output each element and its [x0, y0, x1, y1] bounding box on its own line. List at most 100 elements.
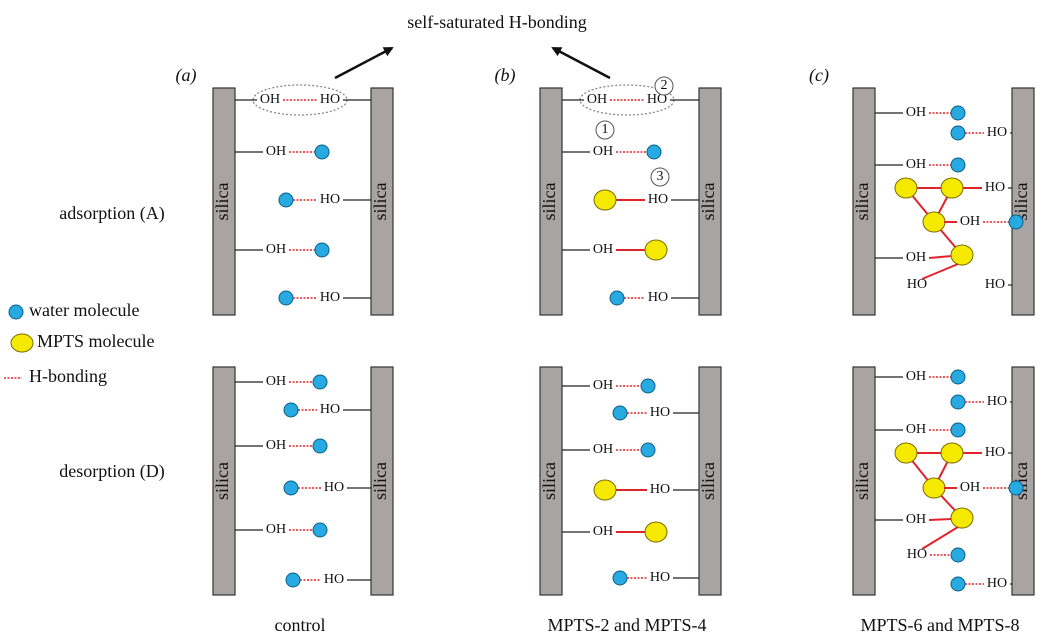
mpts-molecule [594, 480, 616, 500]
water-molecule [1009, 215, 1023, 229]
group-label: OH [593, 242, 613, 257]
group-label: OH [587, 92, 607, 107]
water-molecule [1009, 481, 1023, 495]
group-label: HO [650, 482, 670, 497]
mpts-molecule [923, 212, 945, 232]
group-label: OH [593, 378, 613, 393]
legend-water [9, 305, 23, 319]
group-label: OH [906, 512, 926, 527]
water-molecule [951, 577, 965, 591]
covalent-bond [922, 264, 958, 279]
water-molecule [951, 370, 965, 384]
water-molecule [951, 423, 965, 437]
group-label: HO [648, 290, 668, 305]
mpts-molecule [923, 478, 945, 498]
water-molecule [284, 403, 298, 417]
group-label: HO [985, 277, 1005, 292]
group-label: HO [320, 92, 340, 107]
water-molecule [313, 523, 327, 537]
group-label: HO [648, 192, 668, 207]
mpts-molecule [941, 443, 963, 463]
diagram: self-saturated H-bonding adsorption (A) … [0, 0, 1057, 637]
silica-label: silica [212, 183, 232, 221]
group-label: HO [987, 394, 1007, 409]
group-label: HO [987, 576, 1007, 591]
title: self-saturated H-bonding [407, 12, 586, 32]
group-label: HO [324, 572, 344, 587]
silica-label: silica [539, 462, 559, 500]
water-molecule [613, 571, 627, 585]
water-molecule [641, 443, 655, 457]
mpts-molecule [895, 178, 917, 198]
group-label: HO [985, 180, 1005, 195]
silica-label: silica [370, 183, 390, 221]
panel-label: (b) [495, 65, 516, 86]
panel-label: (a) [176, 65, 197, 86]
arrow [335, 48, 392, 78]
silica-label: silica [370, 462, 390, 500]
water-molecule [313, 375, 327, 389]
group-label: HO [985, 445, 1005, 460]
water-molecule [284, 481, 298, 495]
water-molecule [315, 243, 329, 257]
group-label: OH [266, 242, 286, 257]
group-label: HO [320, 402, 340, 417]
group-label: HO [650, 405, 670, 420]
group-label: HO [907, 547, 927, 562]
group-label: OH [260, 92, 280, 107]
silica-label: silica [698, 183, 718, 221]
covalent-bond [922, 527, 958, 549]
mpts-molecule [645, 240, 667, 260]
water-molecule [286, 573, 300, 587]
water-molecule [951, 106, 965, 120]
silica-label: silica [698, 462, 718, 500]
water-molecule [641, 379, 655, 393]
water-molecule [951, 158, 965, 172]
mpts-molecule [951, 508, 973, 528]
marker-label: 2 [661, 78, 668, 93]
group-label: HO [320, 290, 340, 305]
row-label: adsorption (A) [59, 203, 164, 224]
row-label: desorption (D) [59, 461, 164, 482]
caption: MPTS-6 and MPTS-8 [860, 615, 1019, 635]
marker-label: 3 [657, 169, 664, 184]
group-label: OH [906, 369, 926, 384]
group-label: OH [266, 438, 286, 453]
covalent-bond [929, 256, 952, 258]
legend-label: H-bonding [29, 366, 107, 386]
silica-label: silica [539, 183, 559, 221]
water-molecule [610, 291, 624, 305]
group-label: HO [650, 570, 670, 585]
legend-label: MPTS molecule [37, 331, 155, 351]
group-label: OH [266, 374, 286, 389]
water-molecule [951, 548, 965, 562]
mpts-molecule [895, 443, 917, 463]
mpts-molecule [645, 522, 667, 542]
group-label: HO [987, 125, 1007, 140]
water-molecule [313, 439, 327, 453]
water-molecule [951, 395, 965, 409]
water-molecule [279, 291, 293, 305]
panel-label: (c) [809, 65, 829, 86]
group-label: OH [593, 442, 613, 457]
water-molecule [613, 406, 627, 420]
group-label: OH [906, 422, 926, 437]
water-molecule [279, 193, 293, 207]
group-label: OH [906, 105, 926, 120]
legend-mpts [11, 334, 33, 352]
legend-label: water molecule [29, 300, 139, 320]
group-label: HO [907, 277, 927, 292]
arrow [553, 48, 610, 78]
group-label: OH [593, 144, 613, 159]
mpts-molecule [594, 190, 616, 210]
caption: MPTS-2 and MPTS-4 [547, 615, 706, 635]
group-label: OH [266, 144, 286, 159]
group-label: OH [266, 522, 286, 537]
group-label: OH [906, 157, 926, 172]
group-label: OH [593, 524, 613, 539]
covalent-bond [929, 519, 952, 520]
group-label: OH [960, 214, 980, 229]
silica-label: silica [852, 183, 872, 221]
group-label: HO [320, 192, 340, 207]
caption: control [275, 615, 326, 635]
